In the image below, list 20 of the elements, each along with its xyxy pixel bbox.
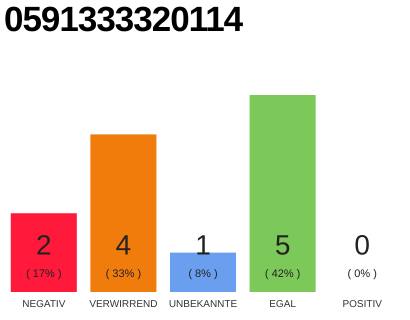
annotation: ( 0% ) (348, 268, 377, 280)
annotation: ( 42% ) (264, 268, 300, 280)
x-tick-label: NEGATIV (22, 298, 66, 310)
data-label: 1 (195, 230, 211, 261)
x-tick-label: EGAL (269, 298, 296, 310)
x-tick-label: VERWIRREND (89, 298, 158, 310)
annotation: ( 17% ) (26, 268, 62, 280)
annotation: ( 33% ) (106, 268, 142, 280)
data-label: 5 (274, 230, 290, 261)
bar (90, 134, 156, 292)
data-label: 0 (354, 230, 370, 261)
data-label: 4 (116, 230, 132, 261)
x-tick-label: UNBEKANNTE (168, 298, 238, 310)
x-tick-label: POSITIV (342, 298, 382, 310)
annotation: ( 8% ) (188, 268, 218, 280)
bar (10, 213, 77, 292)
bar (170, 252, 236, 292)
data-label: 2 (36, 230, 52, 261)
bar (250, 95, 316, 292)
chart-title: 0591333320114 (4, 0, 242, 40)
